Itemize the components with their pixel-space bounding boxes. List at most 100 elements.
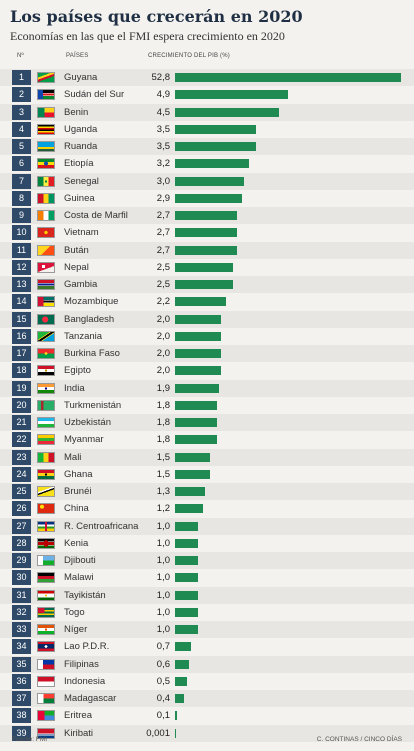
rank-badge: 19 <box>12 380 31 396</box>
table-row: 13 Gambia 2,5 <box>0 276 414 293</box>
brunei-flag <box>37 486 55 497</box>
growth-bar <box>175 383 219 393</box>
country-label: Bután <box>64 244 89 256</box>
table-row: 4 Uganda 3,5 <box>0 121 414 138</box>
laos-flag <box>37 641 55 653</box>
rank-badge: 5 <box>12 139 31 154</box>
benin-flag <box>37 106 55 118</box>
growth-bar <box>175 590 199 600</box>
value-label: 1,8 <box>156 434 170 446</box>
chart-title: Los países que crecerán en 2020 <box>10 7 303 26</box>
growth-bar <box>175 418 217 427</box>
column-header-growth: CRECIMIENTO DEL PIB (%) <box>148 53 230 59</box>
bangladesh-flag <box>37 313 55 325</box>
value-label: 1,2 <box>156 503 170 515</box>
egypt-flag <box>37 365 55 377</box>
country-label: Vietnam <box>64 227 99 239</box>
value-label: 1,8 <box>156 399 170 411</box>
value-label: 1,5 <box>156 451 170 463</box>
table-row: 38 Eritrea 0,1 <box>0 707 414 724</box>
country-label: Turkmenistán <box>64 399 122 411</box>
country-label: Togo <box>64 606 85 618</box>
rank-badge: 23 <box>12 449 31 465</box>
rank-badge: 24 <box>12 466 31 482</box>
rank-badge: 28 <box>12 535 31 551</box>
country-label: Kenia <box>64 537 89 549</box>
value-label: 0,4 <box>156 693 170 704</box>
growth-bar <box>175 538 199 548</box>
rank-badge: 17 <box>12 346 31 361</box>
eritrea-flag <box>37 710 55 722</box>
rank-badge: 26 <box>12 501 31 517</box>
rank-badge: 12 <box>12 259 31 275</box>
growth-bar <box>175 728 176 738</box>
uzbekistan-flag <box>37 417 55 428</box>
rwanda-flag <box>37 141 55 152</box>
value-label: 1,5 <box>156 468 170 480</box>
table-row: 18 Egipto 2,0 <box>0 362 414 379</box>
country-label: Brunéi <box>64 486 92 497</box>
burkina-faso-flag <box>37 348 55 359</box>
madagascar-flag <box>37 693 55 704</box>
chart-subtitle: Economías en las que el FMI espera creci… <box>10 29 285 43</box>
country-label: Egipto <box>64 365 91 377</box>
country-label: Guinea <box>64 192 95 204</box>
growth-bar <box>175 694 185 703</box>
country-label: Gambia <box>64 279 98 290</box>
rank-badge: 36 <box>12 673 31 689</box>
uganda-flag <box>37 123 55 135</box>
country-label: Lao P.D.R. <box>64 641 110 653</box>
credit-note: C. CONTINAS / CINCO DÍAS <box>316 736 402 743</box>
table-row: 1 Guyana 52,8 <box>0 69 414 86</box>
growth-bar <box>175 228 238 238</box>
indonesia-flag <box>37 675 55 687</box>
rank-badge: 39 <box>12 725 31 741</box>
rank-badge: 27 <box>12 518 31 534</box>
growth-bar <box>175 107 279 117</box>
rank-badge: 15 <box>12 311 31 327</box>
country-label: R. Centroafricana <box>64 520 139 532</box>
country-label: Filipinas <box>64 658 99 670</box>
value-label: 3,2 <box>156 158 170 170</box>
column-header-rank: Nº <box>17 53 24 59</box>
kiribati-flag <box>37 727 55 739</box>
value-label: 52,8 <box>151 72 171 83</box>
value-label: 2,5 <box>156 261 170 273</box>
country-label: India <box>64 382 85 394</box>
value-label: 3,0 <box>156 175 170 187</box>
table-row: 30 Malawi 1,0 <box>0 569 414 586</box>
rank-badge: 20 <box>12 397 31 413</box>
value-label: 2,0 <box>156 313 170 325</box>
table-row: 37 Madagascar 0,4 <box>0 690 414 707</box>
country-label: Nepal <box>64 261 89 273</box>
guyana-flag <box>37 72 55 83</box>
table-row: 36 Indonesia 0,5 <box>0 673 414 690</box>
table-row: 23 Mali 1,5 <box>0 448 414 466</box>
value-label: 1,0 <box>156 589 170 601</box>
table-row: 34 Lao P.D.R. 0,7 <box>0 638 414 655</box>
country-label: Ruanda <box>64 141 98 152</box>
table-row: 5 Ruanda 3,5 <box>0 138 414 155</box>
rank-badge: 9 <box>12 208 31 223</box>
country-label: Costa de Marfil <box>64 210 128 221</box>
growth-bar <box>175 400 217 410</box>
table-row: 17 Burkina Faso 2,0 <box>0 345 414 362</box>
bhutan-flag <box>37 244 55 256</box>
country-label: Ghana <box>64 468 93 480</box>
guinea-flag <box>37 192 55 204</box>
china-flag <box>37 503 55 515</box>
ghana-flag <box>37 468 55 480</box>
ivory-coast-flag <box>37 210 55 221</box>
country-label: Mozambique <box>64 296 119 308</box>
growth-bar <box>175 159 249 169</box>
growth-bar <box>175 676 187 686</box>
value-label: 4,9 <box>156 89 170 101</box>
value-label: 0,5 <box>156 675 170 687</box>
vietnam-flag <box>37 227 55 239</box>
rank-badge: 8 <box>12 190 31 206</box>
value-label: 2,7 <box>156 227 170 239</box>
tanzania-flag <box>37 330 55 342</box>
table-row: 14 Mozambique 2,2 <box>0 293 414 310</box>
rank-badge: 30 <box>12 570 31 586</box>
kenya-flag <box>37 537 55 549</box>
